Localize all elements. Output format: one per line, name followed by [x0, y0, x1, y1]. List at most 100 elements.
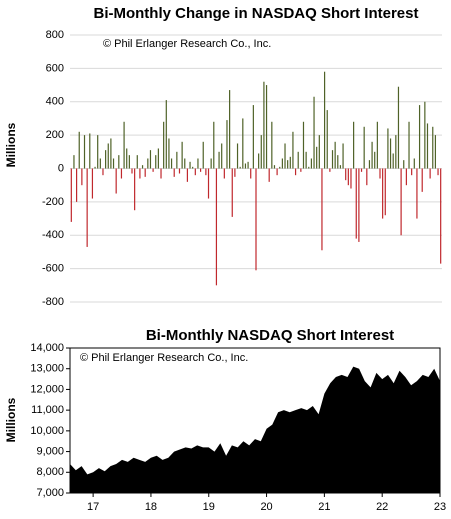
- bar: [279, 166, 281, 169]
- y-tick-label: 7,000: [36, 487, 64, 499]
- x-tick-label: 22: [376, 501, 388, 513]
- bar: [144, 168, 146, 177]
- bar: [337, 155, 339, 169]
- y-tick-label: 10,000: [30, 425, 64, 437]
- bar: [368, 160, 371, 169]
- bar: [382, 168, 384, 219]
- y-tick-label: -600: [42, 263, 64, 275]
- y-tick-label: 200: [46, 129, 64, 141]
- bar: [123, 121, 125, 169]
- bar: [81, 168, 83, 186]
- bar: [197, 158, 199, 169]
- bar: [78, 131, 80, 169]
- bar: [405, 168, 407, 186]
- bar: [276, 168, 278, 176]
- y-tick-label: -200: [42, 196, 64, 208]
- bar: [331, 150, 334, 169]
- bar: [345, 168, 347, 181]
- bar: [83, 135, 86, 169]
- y-tick-label: 400: [46, 96, 64, 108]
- bar: [411, 168, 413, 176]
- bar: [265, 85, 268, 169]
- bar: [205, 168, 207, 176]
- bar: [310, 158, 313, 169]
- bar: [287, 160, 289, 169]
- bar: [437, 168, 439, 176]
- bar: [147, 158, 149, 169]
- bar: [321, 168, 323, 251]
- bar: [358, 168, 360, 242]
- bar: [400, 168, 402, 236]
- bar: [226, 120, 228, 169]
- bar: [242, 118, 244, 169]
- bar: [300, 168, 302, 172]
- y-tick-label: -800: [42, 296, 64, 308]
- bar: [139, 168, 141, 179]
- bar: [155, 155, 157, 169]
- bar: [440, 168, 442, 264]
- x-tick-label: 20: [260, 501, 272, 513]
- bar: [371, 141, 373, 169]
- y-tick-label: 8,000: [36, 466, 64, 478]
- y-tick-label: 12,000: [30, 383, 64, 395]
- copyright-note: © Phil Erlanger Research Co., Inc.: [103, 38, 271, 50]
- bar: [334, 141, 336, 169]
- bar: [163, 121, 165, 169]
- bar: [236, 143, 239, 169]
- bar: [429, 168, 431, 179]
- y-axis-title: Millions: [4, 397, 18, 442]
- x-tick-label: 21: [318, 501, 330, 513]
- bar: [247, 161, 249, 169]
- bar: [355, 168, 357, 239]
- bar: [134, 168, 136, 211]
- bar: [360, 168, 363, 172]
- bar: [173, 168, 175, 177]
- bar: [271, 121, 273, 169]
- bar: [395, 135, 397, 169]
- y-tick-label: 600: [46, 62, 64, 74]
- area: [70, 366, 440, 493]
- bar: [353, 121, 355, 169]
- bar: [374, 151, 376, 169]
- bar: [250, 168, 252, 179]
- bar: [223, 168, 225, 179]
- bar: [273, 165, 276, 169]
- bar: [313, 96, 315, 169]
- bar: [184, 158, 186, 169]
- bar: [363, 126, 365, 169]
- bar: [181, 141, 183, 169]
- bar: [231, 168, 233, 217]
- bar: [234, 168, 236, 177]
- bar: [294, 168, 297, 176]
- bar: [70, 168, 72, 222]
- x-tick-label: 17: [87, 501, 99, 513]
- bar: [376, 121, 378, 169]
- bar: [281, 158, 283, 169]
- bar: [308, 166, 310, 169]
- bar: [239, 166, 241, 169]
- bar: [255, 168, 257, 271]
- y-tick-label: 0: [58, 162, 64, 174]
- bar: [289, 156, 291, 169]
- bar: [252, 105, 254, 169]
- bar: [199, 168, 202, 172]
- bar: [94, 166, 96, 169]
- bar: [297, 151, 299, 169]
- bar: [413, 158, 415, 169]
- bar: [152, 168, 154, 172]
- bar: [416, 168, 418, 219]
- x-tick-label: 19: [203, 501, 215, 513]
- bar: [329, 168, 331, 172]
- y-tick-label: 9,000: [36, 445, 64, 457]
- bar: [424, 101, 426, 169]
- y-axis-title: Millions: [4, 122, 18, 167]
- bar: [284, 143, 286, 169]
- bar: [186, 168, 189, 182]
- bar: [305, 151, 307, 169]
- bar: [168, 138, 170, 169]
- bar: [263, 81, 265, 169]
- bar: [131, 168, 133, 174]
- y-tick-label: 13,000: [30, 363, 64, 375]
- bar: [421, 168, 423, 192]
- bar: [432, 126, 434, 169]
